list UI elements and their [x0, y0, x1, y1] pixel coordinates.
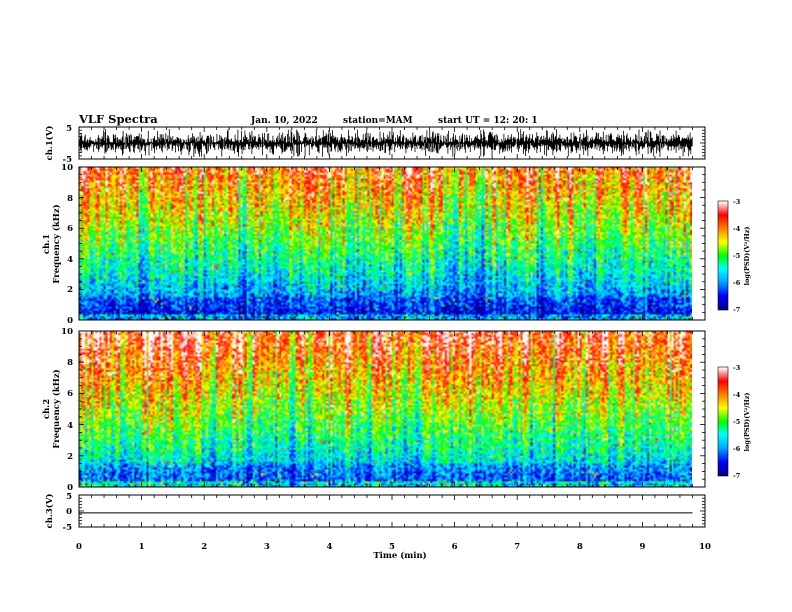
- ch1-cb-tick-neg5: -5: [733, 252, 741, 260]
- ch1-cb-tick-neg6: -6: [733, 279, 741, 287]
- ch1-ftick-0: 0: [67, 316, 73, 326]
- xtick-9: 9: [639, 542, 645, 552]
- ch1-waveform-ylabel: ch.1(V): [44, 126, 55, 161]
- ch3-waveform-panel: 5 0 -5 ch.3(V): [44, 492, 706, 533]
- ch1-colorbar-frame: [717, 200, 729, 311]
- xtick-4: 4: [326, 542, 332, 552]
- ch1-cb-tick-neg4: -4: [733, 225, 741, 233]
- ch1-waveform-panel: 5 -5 ch.1(V): [44, 124, 706, 165]
- ch2-ftick-8: 8: [67, 358, 73, 368]
- ch1-ytick-5: 5: [66, 124, 72, 134]
- header-start-ut: start UT = 12: 20: 1: [438, 116, 538, 126]
- ch1-ftick-4: 4: [67, 255, 73, 265]
- header-station: station=MAM: [343, 116, 413, 126]
- ch2-ftick-2: 2: [67, 452, 73, 462]
- ch2-colorbar-frame: [717, 366, 729, 477]
- ch3-ytick-0: 0: [66, 507, 72, 517]
- ch1-ytick-neg5: -5: [63, 155, 73, 165]
- ch2-spectrogram-image: [79, 331, 692, 487]
- ch1-cb-tick-neg7: -7: [733, 306, 740, 314]
- ch1-spectrogram-panel: 0 2 4 6 8 10 ch.1 Frequency (kHz) -3 -4 …: [42, 163, 751, 326]
- ch1-colorbar: [718, 201, 728, 310]
- ch1-ftick-6: 6: [67, 224, 73, 234]
- ch3-waveform-ylabel: ch.3(V): [44, 494, 55, 529]
- ch2-cb-tick-neg3: -3: [733, 364, 741, 372]
- ch2-ftick-10: 10: [61, 327, 73, 337]
- xtick-5: 5: [389, 542, 395, 552]
- ch2-cb-tick-neg5: -5: [733, 418, 741, 426]
- ch3-ytick-neg5: -5: [63, 523, 73, 533]
- ch1-colorbar-label: log(PSD)(V²/Hz): [743, 227, 751, 286]
- ch2-cb-tick-neg6: -6: [733, 445, 741, 453]
- ch1-channel-label: ch.1: [42, 234, 52, 254]
- xtick-8: 8: [577, 542, 583, 552]
- ch1-ftick-8: 8: [67, 194, 73, 204]
- header-date: Jan. 10, 2022: [250, 116, 318, 126]
- xtick-6: 6: [452, 542, 458, 552]
- xtick-7: 7: [514, 542, 520, 552]
- ch1-spectrogram-image: [79, 167, 692, 320]
- ch2-ftick-6: 6: [67, 389, 73, 399]
- ch2-cb-tick-neg4: -4: [733, 391, 741, 399]
- ch1-frequency-ylabel: Frequency (kHz): [51, 204, 62, 283]
- axis-tick-marks: [78, 126, 706, 528]
- x-axis-label: Time (min): [373, 550, 426, 561]
- ch1-cb-tick-neg3: -3: [733, 198, 741, 206]
- ch2-spectrogram-panel: 0 2 4 6 8 10 ch.2 Frequency (kHz) -3 -4 …: [42, 327, 751, 493]
- ch2-ftick-4: 4: [67, 421, 73, 431]
- xtick-3: 3: [264, 542, 270, 552]
- xtick-1: 1: [139, 542, 145, 552]
- ch2-colorbar: [718, 367, 728, 476]
- ch2-freq-ticks: 0 2 4 6 8 10: [61, 327, 73, 493]
- chart-title: VLF Spectra: [78, 112, 158, 126]
- x-axis-labels: 0 1 2 3 4 5 6 7 8 9 10 Time (min): [76, 542, 711, 561]
- ch1-ftick-10: 10: [61, 163, 73, 173]
- ch2-frequency-ylabel: Frequency (kHz): [51, 369, 62, 448]
- xtick-10: 10: [699, 542, 711, 552]
- ch2-cb-tick-neg7: -7: [733, 472, 740, 480]
- xtick-0: 0: [76, 542, 82, 552]
- ch3-ytick-5: 5: [66, 492, 72, 502]
- ch1-ftick-2: 2: [67, 285, 73, 295]
- ch2-colorbar-label: log(PSD)(V²/Hz): [743, 393, 751, 452]
- ch1-freq-ticks: 0 2 4 6 8 10: [61, 163, 73, 326]
- xtick-2: 2: [201, 542, 207, 552]
- ch2-channel-label: ch.2: [42, 399, 52, 419]
- ch2-ftick-0: 0: [67, 483, 73, 493]
